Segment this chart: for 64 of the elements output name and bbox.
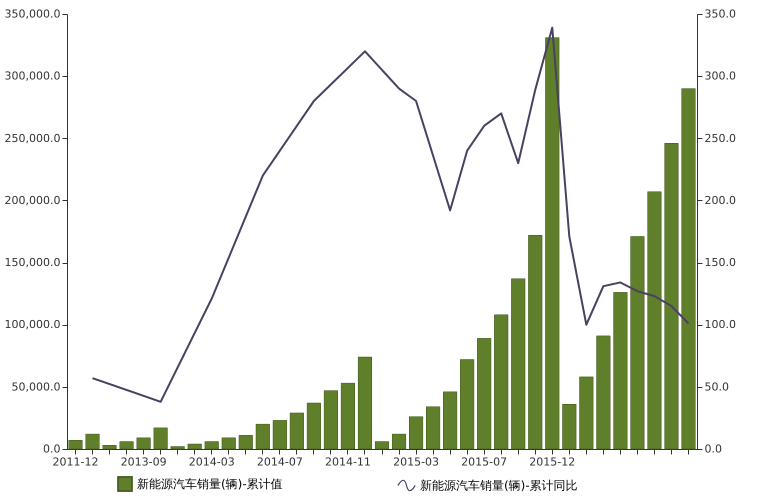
bar (579, 376, 594, 450)
bar (256, 424, 270, 450)
y2-tick-label: 300.0 (704, 70, 736, 83)
bar (374, 441, 390, 450)
x-tick-label: 2014-11 (324, 456, 371, 468)
x-tick-label: 2014-03 (188, 456, 235, 468)
bar (392, 434, 406, 450)
bar (477, 338, 492, 450)
bar (340, 382, 356, 450)
bar (528, 234, 542, 450)
x-tick-label: 2015-12 (529, 456, 576, 468)
bar (154, 428, 168, 450)
bar (426, 406, 440, 450)
x-tick-label: 2014-07 (256, 456, 303, 468)
x-tick-label: 2015-07 (461, 456, 508, 468)
line-series (92, 26, 690, 403)
y-tick-label: 150,000.0 (4, 256, 60, 270)
bar (408, 416, 424, 450)
bar (204, 441, 219, 450)
y2-tick-label: 200.0 (704, 194, 736, 207)
bar (324, 390, 338, 450)
y2-tick-label: 0.0 (704, 442, 722, 456)
bar (290, 412, 304, 450)
bar (630, 236, 644, 450)
y2-tick-label: 50.0 (704, 380, 729, 394)
x-tick-label: 2013-09 (120, 456, 167, 468)
bar (102, 445, 117, 450)
y-tick-label: 350,000.0 (4, 8, 60, 20)
bar (272, 420, 287, 450)
bar (306, 402, 321, 450)
bar (68, 440, 83, 450)
y-tick-label: 300,000.0 (4, 70, 60, 83)
bar (596, 336, 610, 450)
bar (188, 444, 202, 450)
bar (443, 392, 458, 450)
y-tick-label: 200,000.0 (4, 194, 60, 207)
bar (120, 441, 134, 450)
legend-label: 新能源汽车销量(辆)-累计同比 (420, 478, 578, 492)
bar (85, 434, 100, 450)
bar (681, 88, 696, 450)
bar (222, 438, 236, 450)
bar (647, 191, 662, 450)
y2-tick-label: 150.0 (704, 256, 736, 270)
bar (460, 359, 474, 450)
y2-tick-label: 350.0 (704, 8, 736, 20)
y-tick-label: 0.0 (43, 442, 60, 456)
bar (238, 435, 253, 450)
x-tick-label: 2015-03 (393, 456, 440, 468)
bar (613, 292, 628, 450)
y2-tick-label: 100.0 (704, 318, 736, 332)
bar (494, 314, 508, 450)
bar (562, 404, 576, 450)
y-tick-label: 100,000.0 (4, 318, 60, 332)
y2-tick-label: 250.0 (704, 132, 736, 145)
bar (664, 143, 679, 450)
y-tick-label: 50,000.0 (12, 380, 60, 394)
bar (136, 438, 151, 450)
bar (545, 37, 560, 450)
bar (170, 446, 185, 450)
bar (358, 356, 372, 450)
bar (511, 278, 526, 450)
x-tick-label: 2011-12 (52, 456, 98, 468)
y-tick-label: 250,000.0 (4, 132, 60, 145)
legend-label: 新能源汽车销量(辆)-累计值 (137, 477, 283, 491)
